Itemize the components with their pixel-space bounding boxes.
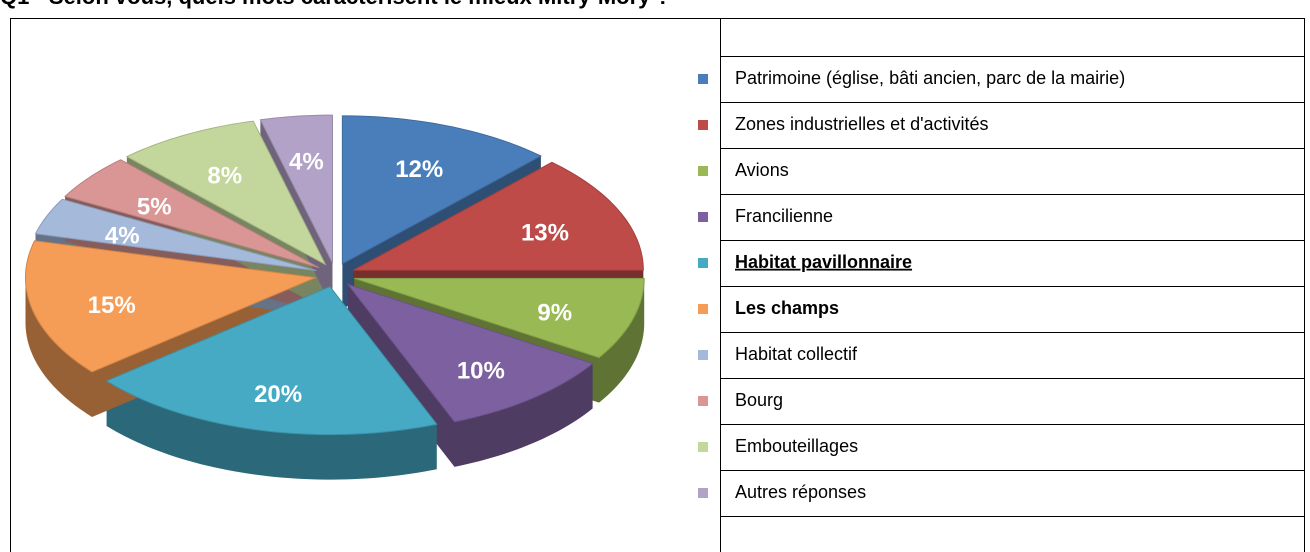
legend-label: Avions xyxy=(735,160,789,180)
data-label: 15% xyxy=(88,292,136,319)
legend-swatch xyxy=(698,396,708,406)
slice xyxy=(259,114,333,264)
data-label: 9% xyxy=(537,299,572,326)
frame xyxy=(10,18,1305,552)
legend-swatch xyxy=(698,442,708,452)
slice xyxy=(34,198,317,272)
slice xyxy=(354,277,645,359)
legend-swatch xyxy=(698,350,708,360)
slice xyxy=(24,240,318,373)
chart-title: Q1 - Selon vous, quels mots caractérisen… xyxy=(0,0,670,9)
slice xyxy=(341,115,542,265)
data-label: 4% xyxy=(289,149,324,176)
legend-label: Habitat collectif xyxy=(735,344,858,364)
data-label: 8% xyxy=(207,162,242,189)
legend-swatch xyxy=(698,120,708,130)
legend-label: Francilienne xyxy=(735,206,833,226)
legend-swatch xyxy=(698,166,708,176)
legend-swatch xyxy=(698,74,708,84)
legend-swatch xyxy=(698,488,708,498)
data-label: 10% xyxy=(457,358,505,385)
data-label: 12% xyxy=(395,156,443,183)
data-label: 4% xyxy=(105,223,140,250)
slice xyxy=(353,161,644,271)
data-label: 20% xyxy=(254,381,302,408)
legend: Patrimoine (église, bâti ancien, parc de… xyxy=(698,56,1305,517)
data-label: 5% xyxy=(137,194,172,221)
legend-label: Habitat pavillonnaire xyxy=(735,252,912,272)
legend-label: Les champs xyxy=(735,298,839,318)
legend-swatch xyxy=(698,258,708,268)
pie: 12%13%9%10%20%15%4%5%8%4% xyxy=(24,114,645,480)
slice xyxy=(105,286,438,436)
legend-label: Zones industrielles et d'activités xyxy=(735,114,989,134)
legend-label: Patrimoine (église, bâti ancien, parc de… xyxy=(735,68,1125,88)
legend-label: Autres réponses xyxy=(735,482,866,502)
slice xyxy=(64,159,320,269)
legend-swatch xyxy=(698,212,708,222)
slice xyxy=(346,283,594,423)
legend-label: Embouteillages xyxy=(735,436,858,456)
slice xyxy=(125,120,327,266)
data-label: 13% xyxy=(521,219,569,246)
legend-label: Bourg xyxy=(735,390,783,410)
legend-swatch xyxy=(698,304,708,314)
